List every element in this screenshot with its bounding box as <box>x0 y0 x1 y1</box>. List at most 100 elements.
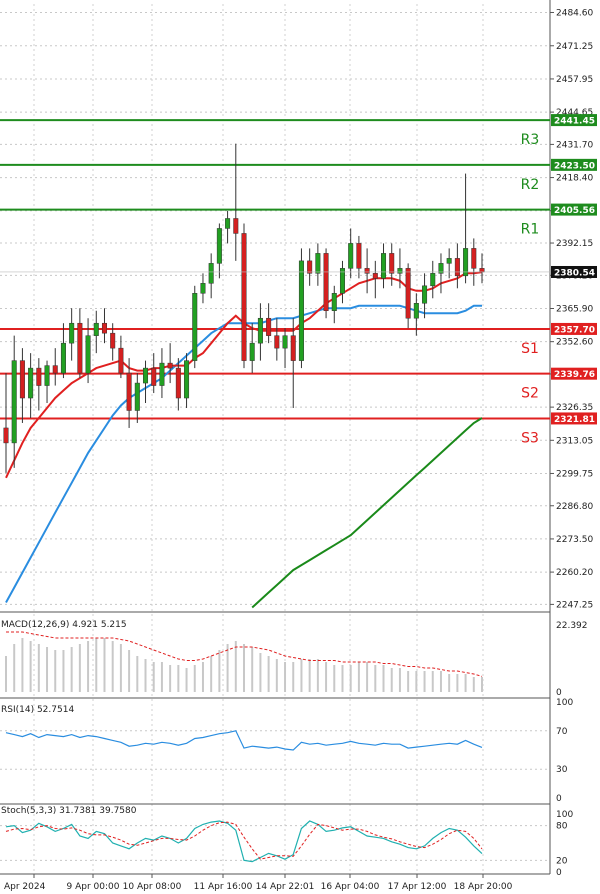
candle <box>315 243 321 286</box>
support-resistance-lines: R3 R2 R1 S1 S2 S3 <box>0 119 550 446</box>
level-tag-bg <box>551 203 597 216</box>
candle-body <box>3 427 9 444</box>
price-tick-label: 2299.75 <box>556 469 593 479</box>
candle-body <box>134 382 140 411</box>
candle <box>438 253 444 294</box>
candle-body <box>323 253 329 311</box>
candle <box>446 248 452 279</box>
stoch-d-line <box>5 821 483 860</box>
candle <box>159 348 165 399</box>
candle <box>372 260 378 299</box>
candle-body <box>430 273 436 287</box>
level-tag-bg <box>551 158 597 171</box>
candle <box>143 360 149 404</box>
rsi-panel: RSI(14) 52.7514 100 70 30 0 <box>0 698 573 804</box>
stoch-k-line <box>5 820 483 863</box>
candle-body <box>93 322 99 336</box>
candle-body <box>241 233 247 361</box>
rsi-tick-label: 100 <box>556 698 573 708</box>
candle-body <box>274 335 280 349</box>
candle <box>454 243 460 289</box>
candle <box>101 308 107 344</box>
candle <box>216 223 222 279</box>
candle <box>118 335 124 379</box>
last-price-tag: 2380.54 <box>554 268 595 278</box>
price-axis: 2484.60 2471.25 2457.95 2444.65 2431.70 2418.… <box>550 8 593 610</box>
candle-body <box>307 260 313 274</box>
candle <box>233 143 239 261</box>
candle <box>60 323 66 379</box>
candle-body <box>175 367 181 399</box>
candle-body <box>463 248 469 277</box>
candle <box>167 343 173 384</box>
candle <box>413 293 419 336</box>
candle <box>44 360 50 404</box>
candle-body <box>110 332 116 349</box>
level-tag-bg <box>551 114 597 127</box>
candle <box>52 348 58 386</box>
price-tick-label: 2247.25 <box>556 600 593 610</box>
candle-body <box>381 253 387 279</box>
level-tag-bg <box>551 367 597 380</box>
candle-body <box>282 335 288 349</box>
macd-signal-line <box>6 631 483 677</box>
price-tick-label: 2418.40 <box>556 174 593 184</box>
candle <box>430 260 436 299</box>
price-tick-label: 2392.15 <box>556 239 593 249</box>
rsi-line <box>5 730 483 751</box>
candle-body <box>331 293 337 311</box>
candle <box>348 228 354 279</box>
candle-body <box>257 317 263 344</box>
level-tag-bg <box>551 412 597 425</box>
candle-body <box>118 347 124 374</box>
level-label-s1: S1 <box>521 341 539 357</box>
candle-body <box>372 273 378 279</box>
level-price-tags: 2441.45 2423.50 2405.56 2357.70 2339.76 2321.… <box>0 114 597 425</box>
candle-body <box>159 362 165 386</box>
price-tick-label: 2286.80 <box>556 502 593 512</box>
macd-tick-label: 0 <box>556 688 562 698</box>
candle-body <box>290 335 296 361</box>
candle <box>323 248 329 319</box>
candle-body <box>216 228 222 264</box>
price-tick-label: 2352.60 <box>556 338 593 348</box>
last-price-tag-bg <box>551 265 597 278</box>
level-tag-r1: 2405.56 <box>554 206 595 216</box>
candle-body <box>479 268 485 273</box>
candle-body <box>471 248 477 269</box>
candle <box>200 273 206 304</box>
price-tick-label: 2457.95 <box>556 75 593 85</box>
candle <box>331 285 337 324</box>
candle <box>274 318 280 361</box>
candle-body <box>348 243 354 269</box>
price-tick-label: 2313.05 <box>556 436 593 446</box>
price-panel-grid <box>0 0 551 875</box>
candle-body <box>69 322 75 344</box>
candle-body <box>405 268 411 319</box>
stoch-label: Stoch(5,3,3) 31.7381 39.7580 <box>1 806 137 816</box>
candle <box>479 253 485 284</box>
price-tick-label: 2326.35 <box>556 403 593 413</box>
time-tick-label: 16 Apr 04:00 <box>321 882 380 892</box>
level-tag-bg <box>551 322 597 335</box>
candle-body <box>28 367 34 399</box>
candle <box>463 173 469 284</box>
candle <box>11 335 17 468</box>
candle <box>397 248 403 289</box>
price-tick-label: 2260.20 <box>556 568 593 578</box>
candle <box>93 310 99 354</box>
candle-body <box>60 342 66 374</box>
macd-panel: MACD(12,26,9) 4.921 5.215 22.392 0 <box>1 620 588 698</box>
stoch-tick-label: 0 <box>556 868 562 878</box>
candle <box>257 303 263 361</box>
candle <box>266 303 272 344</box>
candle-body <box>192 293 198 361</box>
candle <box>298 248 304 369</box>
rsi-tick-label: 0 <box>556 794 562 804</box>
candle <box>364 248 370 294</box>
time-tick-label: 9 Apr 00:00 <box>67 882 120 892</box>
macd-label: MACD(12,26,9) 4.921 5.215 <box>1 620 127 630</box>
level-label-r1: R1 <box>521 222 540 238</box>
rsi-tick-label: 30 <box>556 765 568 775</box>
